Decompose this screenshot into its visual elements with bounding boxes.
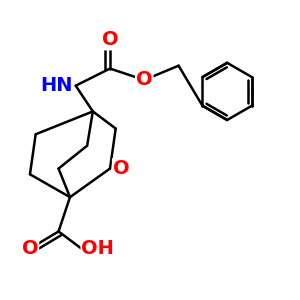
- Text: HN: HN: [40, 76, 73, 95]
- Text: O: O: [113, 159, 130, 178]
- Text: OH: OH: [81, 239, 114, 258]
- Text: O: O: [102, 31, 118, 50]
- Text: O: O: [22, 239, 38, 258]
- Text: O: O: [136, 70, 153, 89]
